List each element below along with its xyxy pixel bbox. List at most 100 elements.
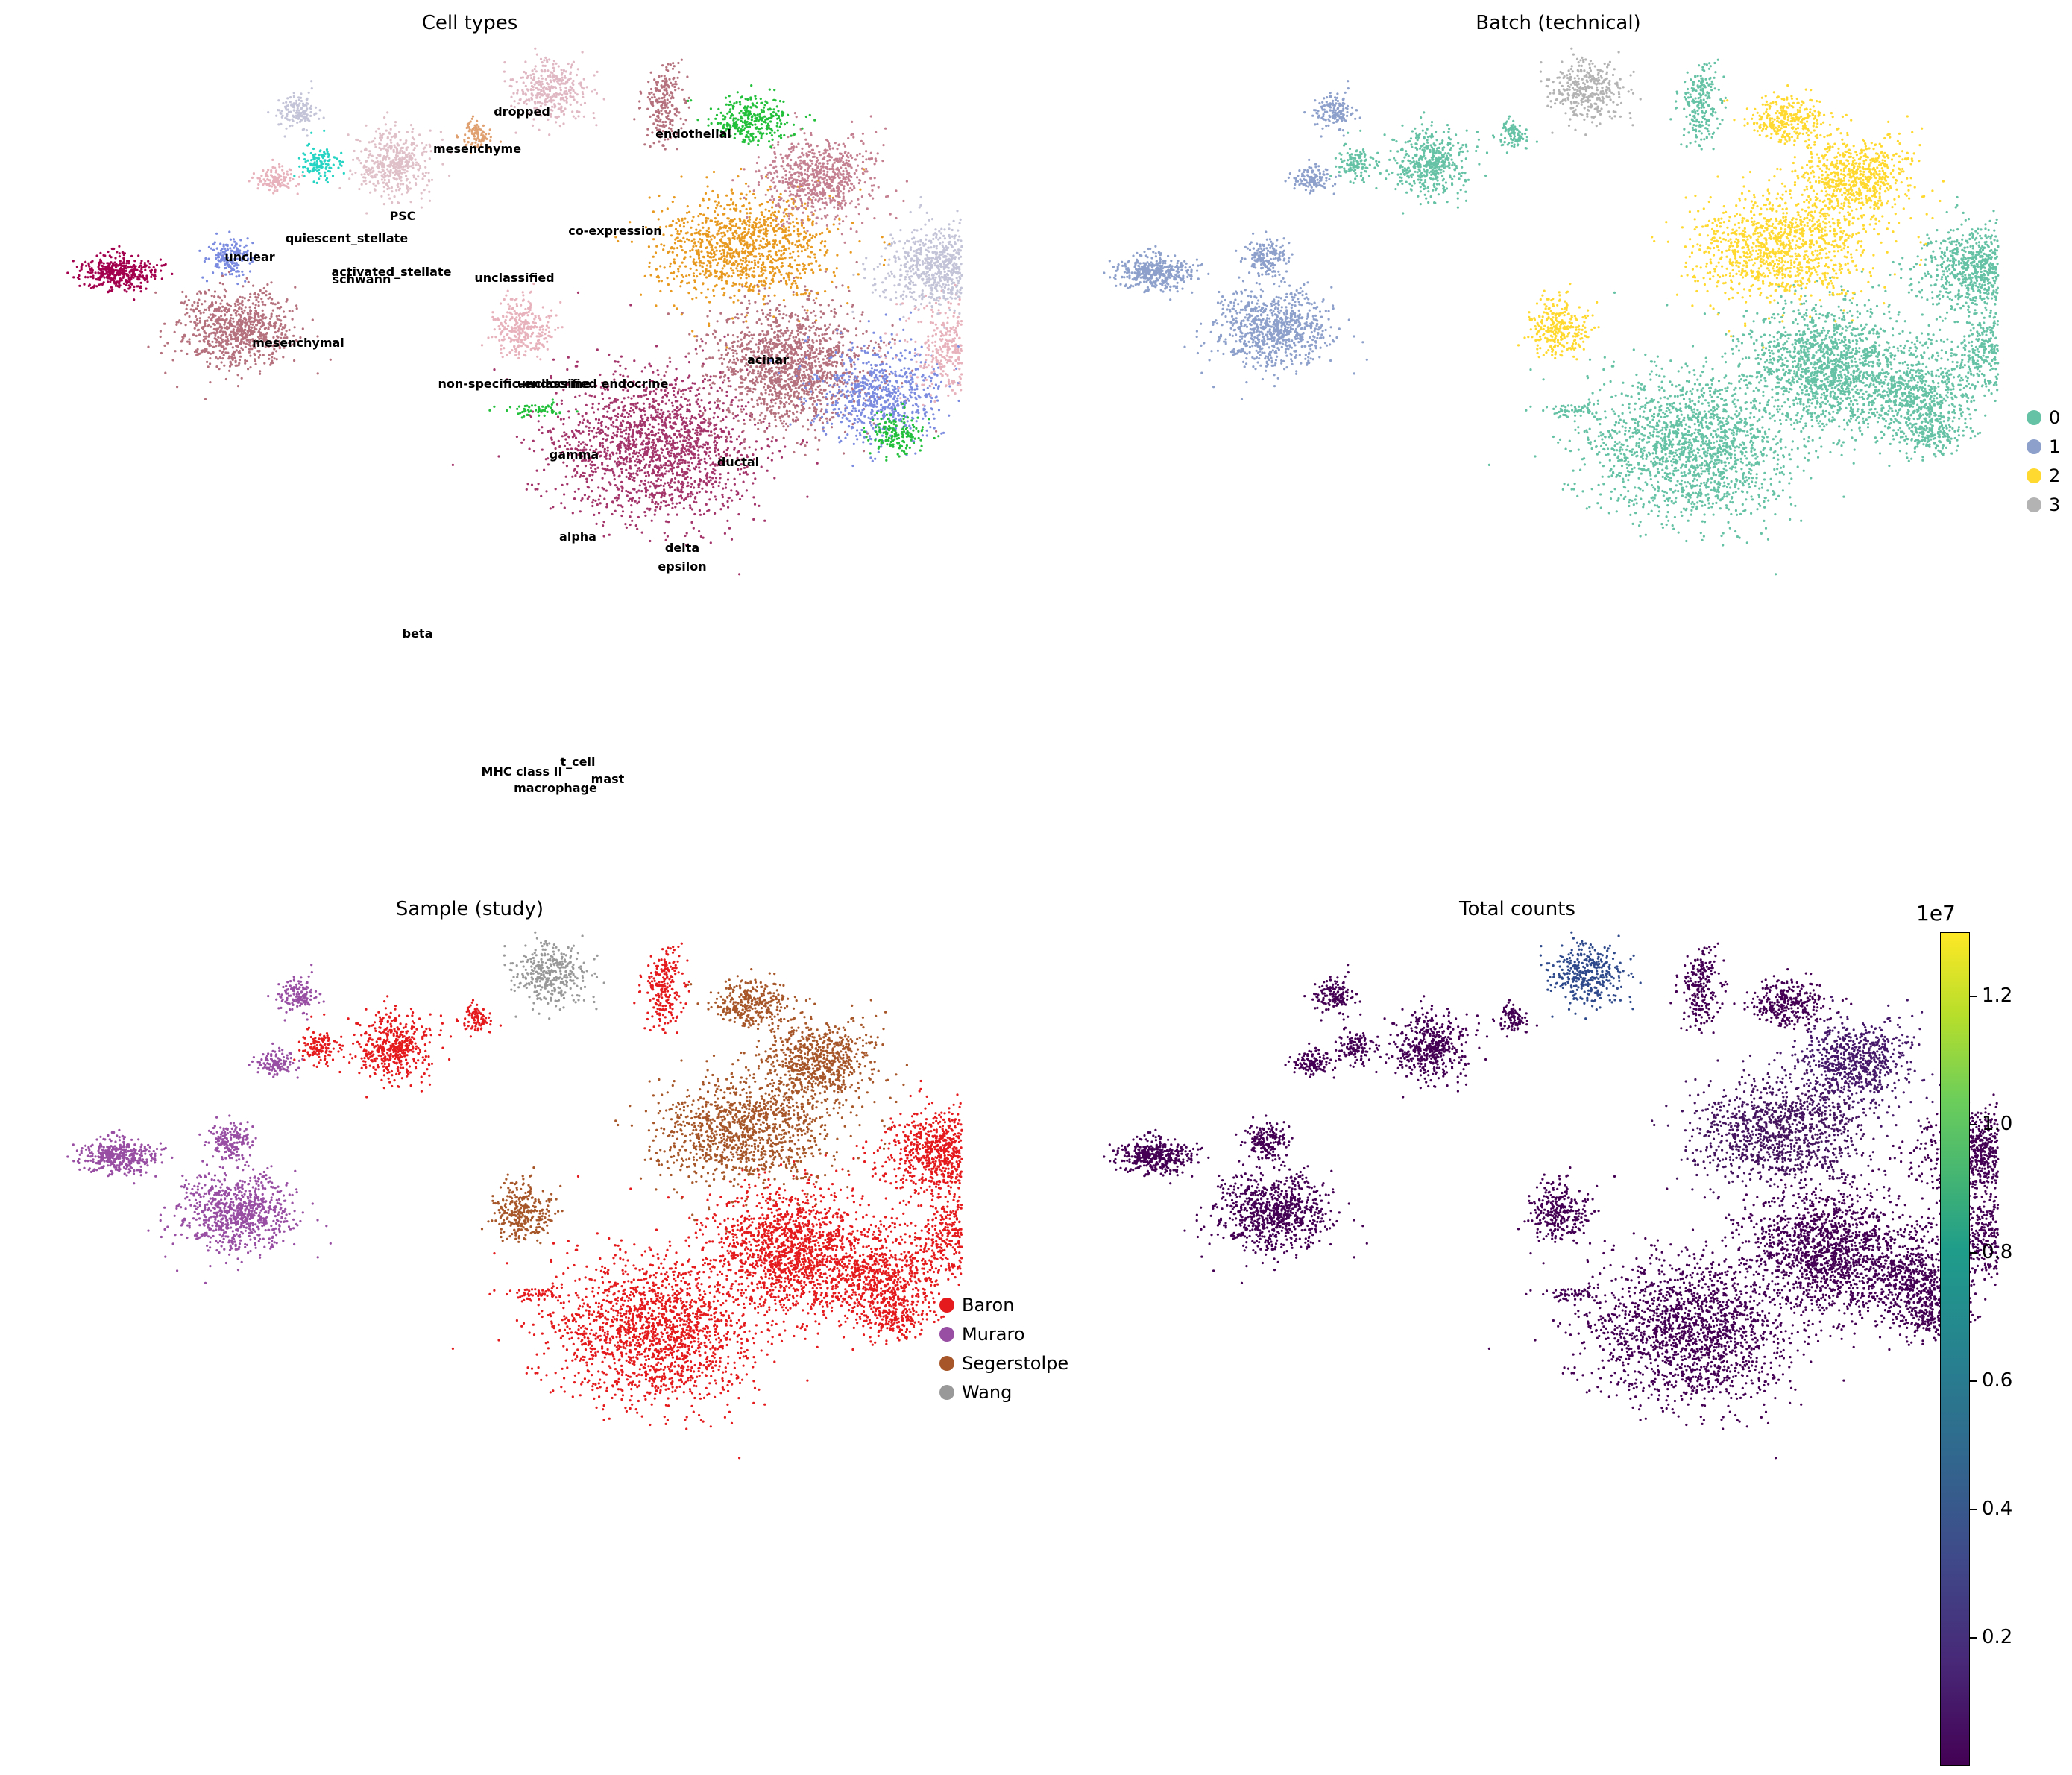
cell-cluster xyxy=(633,58,690,151)
cluster-label: activated_stellate xyxy=(332,265,452,279)
cell-cluster xyxy=(488,1282,579,1303)
legend-label: 1 xyxy=(2049,436,2060,457)
cell-cluster xyxy=(1696,260,1974,456)
legend-item: Wang xyxy=(939,1377,1068,1407)
cluster-label: mast xyxy=(591,772,625,786)
cell-cluster xyxy=(1651,1051,1927,1233)
cell-cluster xyxy=(66,1128,174,1185)
cell-cluster xyxy=(687,84,816,148)
cluster-label: ductal xyxy=(717,455,759,469)
legend-label: Muraro xyxy=(962,1324,1025,1345)
cell-cluster xyxy=(1329,129,1382,184)
colorbar-tick: 0.4 xyxy=(1969,1498,2012,1520)
legend-marker xyxy=(2027,497,2041,512)
cluster-label: unclassified endocrine xyxy=(517,377,669,391)
cell-cluster xyxy=(451,291,819,576)
umap-scatter-cell-types: dropped mesenchyme endothelial PSC quiescent… xyxy=(66,47,963,795)
cell-cluster xyxy=(731,112,908,244)
cluster-label: acinar xyxy=(747,353,789,367)
legend-marker xyxy=(939,1384,954,1400)
legend-label: 3 xyxy=(2049,494,2060,515)
umap-scatter-sample xyxy=(66,931,963,1460)
cell-cluster xyxy=(1898,1286,1977,1345)
panel-title: Batch (technical) xyxy=(1476,12,1640,34)
cell-cluster xyxy=(267,964,325,1022)
legend-item: Muraro xyxy=(939,1319,1068,1348)
cluster-label: delta xyxy=(665,541,699,555)
cell-cluster xyxy=(147,1154,332,1284)
legend-batch: 0 1 2 3 xyxy=(2027,403,2060,519)
cell-cluster xyxy=(660,1144,938,1340)
cell-cluster xyxy=(1539,931,1642,1020)
legend-label: Baron xyxy=(962,1295,1014,1316)
cell-cluster xyxy=(1375,111,1489,215)
cell-cluster xyxy=(1517,283,1600,361)
cluster-label: mesenchyme xyxy=(433,142,521,156)
colorbar-tick: 0.8 xyxy=(1969,1241,2012,1263)
cell-cluster xyxy=(633,942,690,1034)
cell-cluster xyxy=(769,311,960,468)
cluster-label: non-specific-endocrine xyxy=(438,377,591,391)
colorbar-tick: 0.2 xyxy=(1969,1626,2012,1648)
cluster-label: t_cell xyxy=(561,755,596,769)
legend-sample: Baron Muraro Segerstolpe Wang xyxy=(939,1290,1068,1407)
legend-label: 2 xyxy=(2049,465,2060,486)
cell-cluster xyxy=(198,230,257,286)
cell-cluster xyxy=(1696,1144,1974,1340)
cluster-label: unclear xyxy=(224,250,274,264)
umap-scatter-batch xyxy=(1103,47,2000,576)
cell-cluster xyxy=(480,1166,564,1245)
cell-cluster xyxy=(1669,942,1727,1034)
cell-cluster xyxy=(1103,245,1210,301)
cell-cluster xyxy=(862,402,940,462)
panel-title: Total counts xyxy=(1459,898,1575,920)
cell-cluster xyxy=(1525,1282,1615,1303)
cell-cluster xyxy=(1375,995,1489,1099)
legend-label: 0 xyxy=(2049,407,2060,428)
colorbar-tick: 0.6 xyxy=(1969,1369,2012,1392)
legend-marker xyxy=(939,1326,954,1342)
cell-cluster xyxy=(488,398,579,419)
cluster-label: co-expression xyxy=(568,224,661,238)
cluster-label: macrophage xyxy=(514,781,597,795)
panel-total-counts: Total counts 1e7 0.2 0.4 0.6 0.8 1.0 1.2 xyxy=(1036,888,2072,1775)
cell-cluster xyxy=(1491,115,1538,154)
legend-marker xyxy=(2027,409,2041,425)
panel-title: Cell types xyxy=(422,12,518,34)
cell-cluster xyxy=(1651,167,1927,349)
cell-cluster xyxy=(248,158,304,195)
legend-marker xyxy=(939,1297,954,1313)
umap-scatter-total-counts xyxy=(1103,931,2000,1460)
cell-cluster xyxy=(1303,964,1361,1022)
cell-cluster xyxy=(1183,271,1368,400)
colorbar-tick: 1.0 xyxy=(1969,1113,2012,1135)
cell-cluster xyxy=(1235,230,1294,286)
cell-cluster xyxy=(1768,996,1945,1128)
colorbar-tick: 1.2 xyxy=(1969,984,2012,1007)
cell-cluster xyxy=(1487,1175,1855,1460)
cell-cluster xyxy=(1517,1166,1600,1245)
legend-marker xyxy=(939,1355,954,1371)
cell-cluster xyxy=(451,1175,819,1460)
colorbar-gradient xyxy=(1940,932,1970,1766)
legend-item: Segerstolpe xyxy=(939,1348,1068,1377)
cell-cluster xyxy=(614,1051,891,1233)
cell-cluster xyxy=(455,999,503,1038)
cell-cluster xyxy=(1539,47,1642,136)
cell-cluster xyxy=(1303,80,1361,138)
cell-cluster xyxy=(198,1114,257,1169)
colorbar: 1e7 0.2 0.4 0.6 0.8 1.0 1.2 xyxy=(1916,901,2072,1768)
cell-cluster xyxy=(503,931,605,1020)
panel-title: Sample (study) xyxy=(396,898,544,920)
cell-cluster xyxy=(1768,112,1945,244)
cluster-label: endothelial xyxy=(655,127,731,141)
cluster-label: MHC class II xyxy=(482,764,563,779)
cell-cluster xyxy=(851,195,963,329)
legend-item: Baron xyxy=(939,1290,1068,1319)
legend-item: 2 xyxy=(2027,461,2060,490)
cell-cluster xyxy=(1806,311,1997,468)
panel-cell-types: Cell types dropped mesenchyme endothelial P… xyxy=(0,0,1036,888)
cell-cluster xyxy=(1284,1042,1341,1079)
cluster-label: mesenchymal xyxy=(252,336,344,350)
cell-cluster xyxy=(1183,1154,1368,1284)
